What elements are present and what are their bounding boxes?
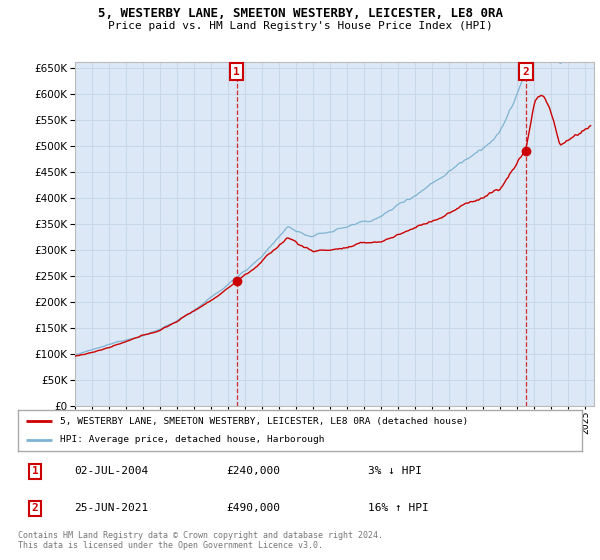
Text: 1: 1 — [32, 466, 38, 476]
Text: 02-JUL-2004: 02-JUL-2004 — [74, 466, 149, 476]
Text: 3% ↓ HPI: 3% ↓ HPI — [368, 466, 422, 476]
Text: 25-JUN-2021: 25-JUN-2021 — [74, 503, 149, 513]
Text: 16% ↑ HPI: 16% ↑ HPI — [368, 503, 428, 513]
Text: HPI: Average price, detached house, Harborough: HPI: Average price, detached house, Harb… — [60, 436, 325, 445]
Text: 2: 2 — [523, 67, 529, 77]
Text: 1: 1 — [233, 67, 240, 77]
Text: £490,000: £490,000 — [227, 503, 281, 513]
Text: 5, WESTERBY LANE, SMEETON WESTERBY, LEICESTER, LE8 0RA (detached house): 5, WESTERBY LANE, SMEETON WESTERBY, LEIC… — [60, 417, 469, 426]
Text: £240,000: £240,000 — [227, 466, 281, 476]
Text: Contains HM Land Registry data © Crown copyright and database right 2024.
This d: Contains HM Land Registry data © Crown c… — [18, 530, 383, 550]
Text: 5, WESTERBY LANE, SMEETON WESTERBY, LEICESTER, LE8 0RA: 5, WESTERBY LANE, SMEETON WESTERBY, LEIC… — [97, 7, 503, 20]
Text: 2: 2 — [32, 503, 38, 513]
Text: Price paid vs. HM Land Registry's House Price Index (HPI): Price paid vs. HM Land Registry's House … — [107, 21, 493, 31]
